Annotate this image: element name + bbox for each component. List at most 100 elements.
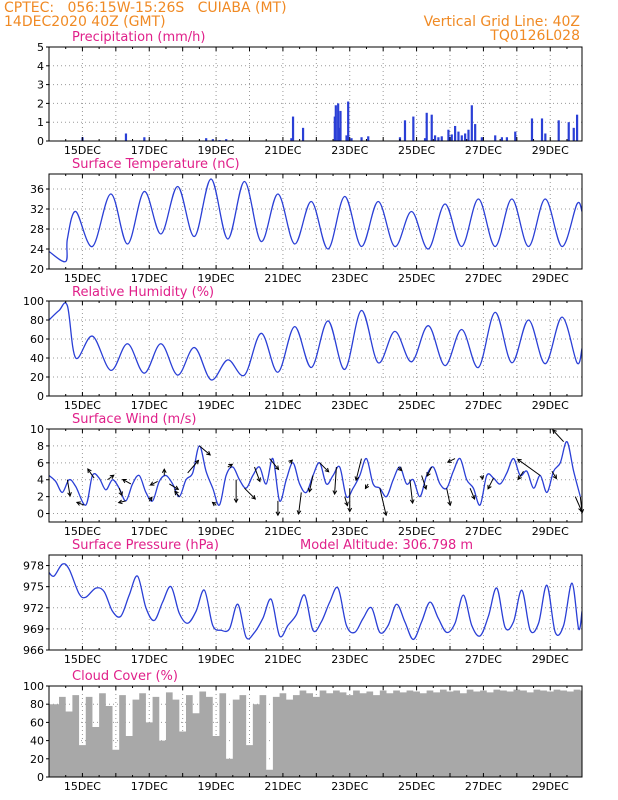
series-line [49,563,582,641]
panel-1: 0 1 2 3 4 5 15DEC 17DEC 19DEC 21DEC 23DEC 25DEC 27DE… [37,30,583,157]
precip-bar [403,120,407,141]
x-date-label: 17DEC [131,272,168,285]
x-date-label: 19DEC [198,780,235,793]
precip-bar [334,105,337,141]
x-date-label: 17DEC [131,144,168,157]
wind-arrow [121,478,132,485]
x-date-label: 17DEC [131,525,168,538]
x-date-label: 27DEC [465,144,502,157]
wind-arrow [199,445,211,456]
y-tick-label: 100 [23,295,44,308]
precip-bar [337,103,340,141]
precip-bar [350,138,353,141]
y-tick-label: 3 [37,79,44,92]
x-date-label: 29DEC [532,653,569,666]
x-date-label: 27DEC [465,653,502,666]
x-date-label: 23DEC [331,399,368,412]
precip-bar [225,139,228,141]
wind-arrow [169,483,180,490]
y-tick-label: 1 [37,116,44,129]
precip-bar [211,139,214,141]
precip-bar [423,138,427,141]
x-date-label: 17DEC [131,653,168,666]
series-line [49,441,581,506]
wind-arrow [347,488,353,513]
wind-arrow [344,496,349,507]
x-date-label: 29DEC [532,399,569,412]
y-tick-label: 4 [37,60,44,73]
precip-bar [337,127,340,141]
y-tick-label: 972 [23,602,44,615]
panel-frame [48,428,583,523]
precip-bar [437,137,440,141]
wind-arrow [487,477,494,490]
precip-bar [345,135,348,141]
wind-arrow [244,487,257,500]
y-tick-label: 0 [37,135,44,148]
wind-arrow [354,458,362,482]
wind-arrow [66,479,72,497]
precip-bar [500,137,503,141]
panel-annotation: Model Altitude: 306.798 m [300,538,473,553]
wind-arrow [107,474,115,481]
panel-title: Surface Temperature (nC) [72,157,240,172]
panel-title: Relative Humidity (%) [72,285,214,300]
precip-bar [433,135,437,141]
y-tick-label: 36 [30,183,44,196]
y-tick-label: 80 [30,314,44,327]
panel-title: Cloud Cover (%) [72,669,178,684]
x-date-label: 15DEC [64,780,101,793]
precip-bar [367,136,370,141]
y-tick-label: 969 [23,623,44,636]
wind-arrow [446,458,456,463]
x-date-label: 17DEC [131,399,168,412]
precip-bar [505,137,509,141]
panel-frame [48,46,583,142]
y-tick-label: 975 [23,581,44,594]
x-date-label: 19DEC [198,399,235,412]
precip-bar [339,110,342,141]
precip-bar [360,137,363,141]
x-date-label: 15DEC [64,399,101,412]
panel-frame [48,554,583,651]
x-date-label: 19DEC [198,653,235,666]
precip-bar [540,118,544,141]
wind-arrow [87,468,95,479]
wind-arrow [307,475,314,493]
wind-arrow [118,488,123,497]
y-tick-label: 5 [37,41,44,54]
wind-arrow [149,480,158,486]
precip-bar [575,114,579,141]
precip-bar [440,136,443,141]
x-date-label: 21DEC [264,399,301,412]
wind-arrow [75,501,85,506]
x-date-label: 19DEC [198,525,235,538]
wind-arrow [288,459,294,465]
y-tick-label: 978 [23,560,44,573]
wind-arrow [479,475,485,481]
x-date-label: 27DEC [465,272,502,285]
x-date-label: 25DEC [398,399,435,412]
y-tick-label: 80 [30,698,44,711]
x-date-label: 25DEC [398,653,435,666]
precip-bar [467,129,470,141]
precip-bar [143,137,146,141]
precip-bar [457,131,460,141]
header-grid-line: Vertical Grid Line: 40Z [423,14,580,30]
precip-bar [450,134,453,141]
precip-bar [291,116,295,141]
wind-arrow [379,488,388,517]
panel-frame [48,300,583,397]
y-tick-label: 2 [37,97,44,110]
y-tick-label: 8 [37,440,44,453]
wind-arrow [426,466,433,477]
x-date-label: 21DEC [264,780,301,793]
y-tick-label: 20 [30,371,44,384]
wind-arrow [275,500,281,517]
precip-bar [494,135,497,141]
precip-bar [474,124,477,141]
wind-arrow [517,470,524,481]
precip-bar [572,127,575,141]
panel-3: 0 20 40 60 80 100 15DEC 17DEC 19DEC 21DEC 23DEC 25D… [23,285,583,412]
y-tick-label: 100 [23,680,44,693]
